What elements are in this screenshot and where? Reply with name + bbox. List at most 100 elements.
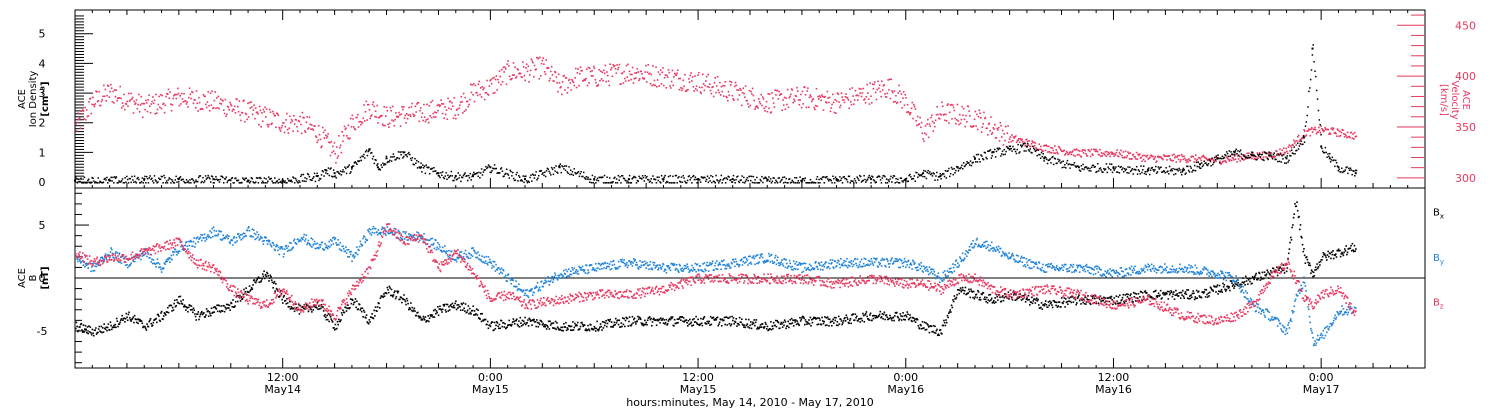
density-point	[655, 182, 658, 184]
bx-point	[942, 324, 945, 327]
velocity-point	[511, 77, 513, 80]
velocity-point	[987, 134, 989, 136]
density-point	[1257, 154, 1260, 157]
velocity-point	[376, 104, 379, 107]
density-point	[836, 180, 839, 182]
velocity-point	[819, 96, 822, 98]
bx-point	[117, 325, 119, 328]
velocity-point	[796, 90, 799, 93]
bx-point	[1017, 297, 1020, 299]
velocity-point	[497, 78, 499, 81]
density-point	[361, 155, 363, 157]
velocity-point	[139, 104, 142, 106]
bx-point	[196, 313, 199, 315]
bx-point	[240, 296, 243, 298]
density-point	[173, 182, 176, 184]
velocity-point	[774, 89, 777, 92]
density-point	[218, 181, 221, 183]
velocity-point	[464, 96, 467, 99]
velocity-point	[1150, 154, 1153, 157]
density-point	[1098, 168, 1101, 170]
density-point	[1251, 151, 1253, 153]
velocity-point	[627, 79, 630, 82]
density-point	[314, 180, 317, 183]
density-point	[614, 176, 616, 179]
velocity-point	[1095, 148, 1097, 151]
bx-point	[517, 325, 519, 327]
density-sample	[991, 151, 994, 154]
bx-point	[257, 277, 259, 280]
velocity-point	[557, 90, 559, 93]
velocity-point	[1103, 154, 1106, 156]
velocity-point	[430, 116, 433, 119]
density-point	[840, 179, 842, 182]
velocity-point	[629, 73, 632, 76]
velocity-point	[420, 116, 423, 119]
velocity-point	[452, 117, 455, 119]
velocity-point	[719, 94, 722, 96]
bx-point	[613, 321, 616, 324]
bx-point	[1030, 301, 1032, 304]
bx-point	[107, 323, 110, 325]
bx-point	[973, 297, 976, 300]
velocity-point	[811, 98, 814, 101]
bx-point	[209, 312, 211, 315]
velocity-point	[335, 161, 337, 164]
velocity-point	[847, 99, 850, 101]
velocity-point	[634, 72, 636, 74]
velocity-point	[959, 122, 962, 125]
velocity-point	[920, 126, 922, 129]
velocity-point	[730, 84, 732, 86]
density-point	[1278, 160, 1281, 163]
density-point	[710, 174, 712, 177]
velocity-point	[670, 87, 672, 89]
bx-point	[563, 323, 565, 325]
density-point	[872, 176, 874, 178]
bx-point	[95, 327, 97, 329]
velocity-point	[1339, 130, 1341, 133]
density-point	[975, 153, 978, 156]
velocity-point	[1314, 126, 1316, 129]
bx-point	[671, 317, 673, 320]
velocity-point	[1029, 145, 1032, 148]
bx-point	[836, 321, 839, 323]
velocity-point	[406, 117, 409, 120]
density-point	[1109, 163, 1111, 165]
density-point	[1247, 154, 1250, 157]
density-point	[709, 180, 711, 182]
velocity-point	[145, 99, 147, 102]
velocity-point	[405, 122, 407, 124]
velocity-point	[1272, 155, 1275, 157]
bx-point	[720, 324, 723, 327]
bx-point	[703, 315, 706, 318]
bx-point	[1054, 301, 1057, 303]
velocity-y-tick-label: 450	[1455, 19, 1476, 32]
density-point	[1293, 146, 1295, 148]
density-point	[462, 174, 465, 177]
bx-point	[859, 321, 861, 323]
velocity-point	[103, 95, 106, 98]
velocity-point	[1113, 153, 1116, 155]
velocity-point	[1142, 154, 1144, 157]
density-point	[896, 181, 898, 183]
velocity-point	[157, 103, 160, 106]
density-point	[431, 167, 434, 170]
velocity-point	[1278, 154, 1280, 157]
bx-point	[248, 285, 251, 287]
bx-point	[781, 326, 784, 328]
bx-point	[435, 312, 437, 315]
bx-point	[345, 306, 347, 309]
density-point	[1286, 155, 1289, 157]
velocity-point	[1013, 137, 1016, 139]
density-point	[479, 176, 481, 179]
bx-point	[132, 316, 135, 318]
velocity-point	[1124, 150, 1127, 153]
density-point	[1182, 167, 1185, 170]
velocity-point	[645, 81, 648, 83]
density-sample	[1147, 169, 1150, 172]
bx-point	[138, 320, 141, 322]
density-point	[572, 174, 575, 176]
bx-point	[765, 323, 767, 326]
velocity-point	[742, 87, 745, 90]
bx-point	[623, 317, 625, 320]
